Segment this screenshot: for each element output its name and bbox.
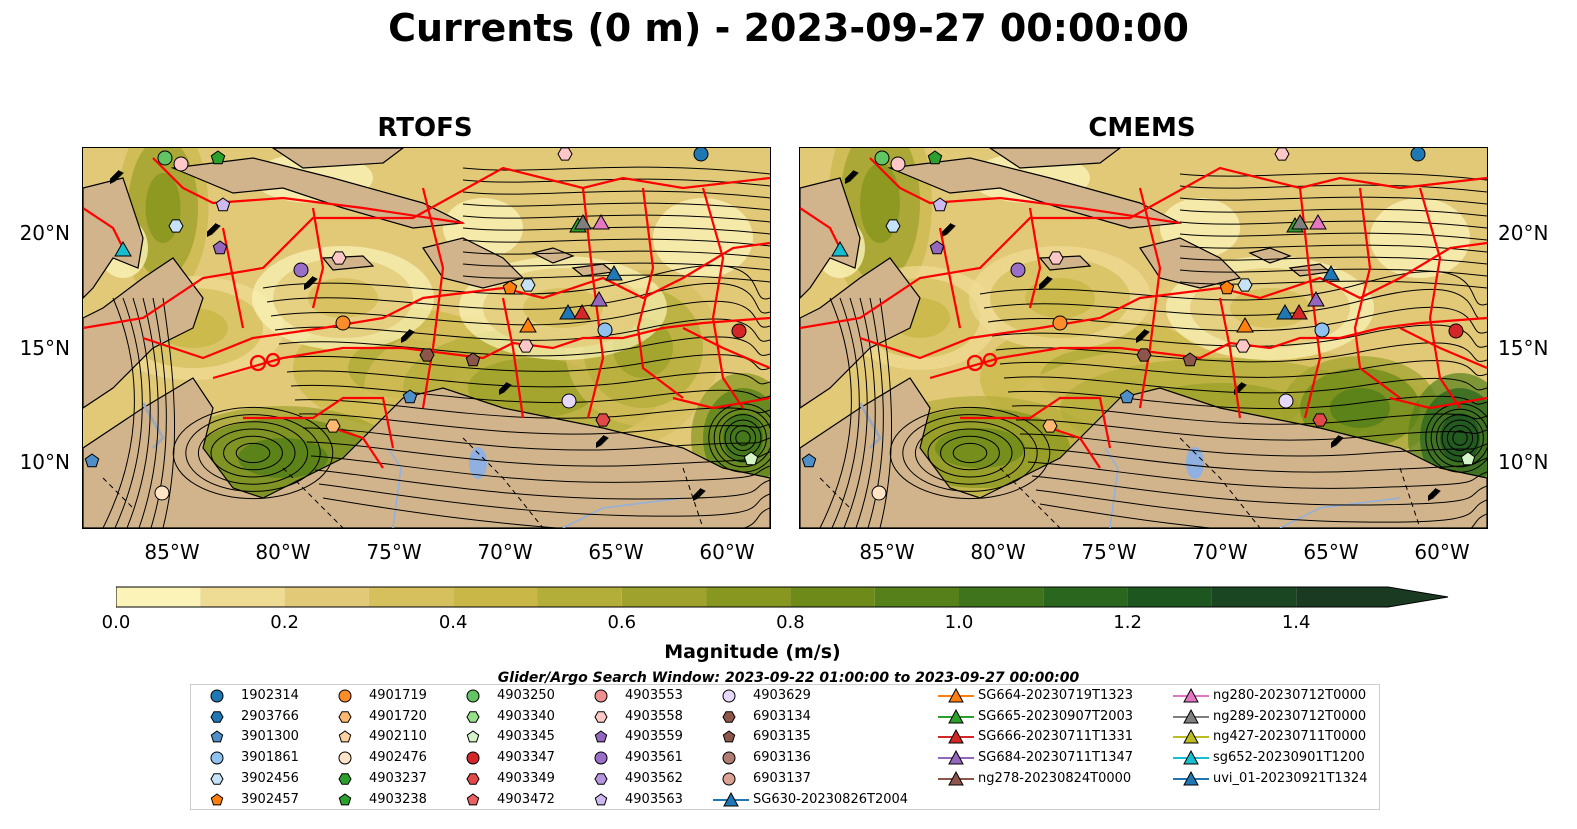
colorbar-bin-13 — [1211, 587, 1297, 607]
lat-label-15n: 15°N — [19, 336, 70, 360]
colorbar-tick-1: 0.2 — [270, 612, 299, 633]
panel-title-cmems: CMEMS — [1088, 113, 1196, 143]
colorbar-bin-9 — [874, 587, 959, 607]
lat-label-10n: 10°N — [19, 450, 70, 474]
colorbar-bin-5 — [537, 587, 622, 607]
lat-label-20n: 20°N — [19, 221, 70, 245]
lat-label-20n-right: 20°N — [1498, 221, 1549, 245]
lat-label-15n-right: 15°N — [1498, 336, 1549, 360]
legend-title: Glider/Argo Search Window: 2023-09-22 01… — [497, 670, 1080, 686]
colorbar-bin-14 — [1296, 587, 1448, 607]
lon-label-0-3: 70°W — [477, 540, 533, 564]
lon-label-0-1: 80°W — [255, 540, 311, 564]
figure-title: Currents (0 m) - 2023-09-27 00:00:00 — [388, 6, 1189, 50]
lon-label-0-5: 60°W — [699, 540, 755, 564]
colorbar-bin-12 — [1127, 587, 1212, 607]
colorbar-bin-4 — [453, 587, 538, 607]
lon-label-0-2: 75°W — [366, 540, 422, 564]
panel-title-rtofs: RTOFS — [377, 113, 473, 143]
colorbar — [116, 586, 1449, 608]
lon-label-1-0: 85°W — [859, 540, 915, 564]
colorbar-bin-8 — [790, 587, 875, 607]
colorbar-tick-3: 0.6 — [607, 612, 637, 633]
map-cmems — [800, 148, 1487, 528]
lon-label-0-0: 85°W — [144, 540, 200, 564]
legend: 1902314 2903766 3901300 3901861 3902456 39024… — [190, 684, 1380, 810]
map-rtofs — [83, 148, 770, 528]
colorbar-bin-10 — [959, 587, 1044, 607]
lon-label-1-1: 80°W — [970, 540, 1026, 564]
colorbar-tick-6: 1.2 — [1113, 612, 1142, 633]
lat-label-10n-right: 10°N — [1498, 450, 1549, 474]
map-panel-rtofs — [82, 147, 771, 529]
lon-label-1-5: 60°W — [1414, 540, 1470, 564]
lon-label-1-4: 65°W — [1303, 540, 1359, 564]
colorbar-bin-0 — [116, 587, 201, 607]
colorbar-tick-2: 0.4 — [438, 612, 468, 633]
lon-label-1-2: 75°W — [1081, 540, 1137, 564]
colorbar-bin-3 — [368, 587, 454, 607]
colorbar-tick-7: 1.4 — [1281, 612, 1311, 633]
colorbar-tick-5: 1.0 — [944, 612, 974, 633]
colorbar-title: Magnitude (m/s) — [664, 641, 841, 663]
colorbar-tick-4: 0.8 — [776, 612, 805, 633]
lon-label-1-3: 70°W — [1192, 540, 1248, 564]
colorbar-bin-1 — [200, 587, 285, 607]
map-panel-cmems — [799, 147, 1488, 529]
colorbar-tick-0: 0.0 — [101, 612, 131, 633]
colorbar-bin-2 — [284, 587, 369, 607]
colorbar-bin-11 — [1043, 587, 1128, 607]
colorbar-bin-7 — [706, 587, 791, 607]
lon-label-0-4: 65°W — [588, 540, 644, 564]
colorbar-bin-6 — [621, 587, 707, 607]
